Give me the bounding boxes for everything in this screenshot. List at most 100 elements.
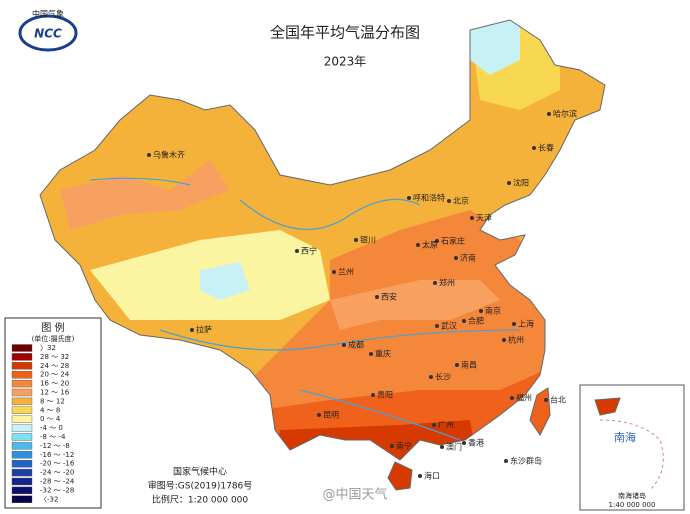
legend-label: 〉32 <box>40 344 56 352</box>
city-dot <box>435 239 439 243</box>
city-label: 上海 <box>518 319 534 329</box>
legend-swatch <box>11 424 33 432</box>
city-label: 长春 <box>538 143 554 153</box>
rivers <box>89 177 521 441</box>
city-dot <box>390 444 394 448</box>
city-dot <box>435 324 439 328</box>
city-dot <box>317 413 321 417</box>
logo-text: 中国气象 <box>32 9 64 19</box>
legend-title: 图 例 <box>41 321 64 334</box>
city-dot <box>455 363 459 367</box>
legend-label: 8 ～ 12 <box>40 397 65 405</box>
city-dot <box>547 112 551 116</box>
city-label: 武汉 <box>441 321 457 331</box>
legend-label: -32 ～ -28 <box>40 486 74 494</box>
taiwan <box>529 387 551 436</box>
city-label: 天津 <box>476 213 492 223</box>
city-label: 沈阳 <box>513 178 529 188</box>
city-label: 乌鲁木齐 <box>153 150 185 160</box>
legend-swatch <box>11 388 33 397</box>
legend-label: 20 ～ 24 <box>40 371 70 379</box>
legend-swatch <box>11 353 33 361</box>
city-dot <box>502 338 506 342</box>
city-label: 太原 <box>422 240 438 250</box>
legend-swatch <box>11 379 33 388</box>
city-label: 澳门 <box>446 442 462 452</box>
legend-label: 12 ～ 16 <box>40 389 70 397</box>
city-label: 郑州 <box>439 278 455 288</box>
legend-swatch <box>11 415 33 423</box>
city-label: 拉萨 <box>196 325 212 335</box>
inset-land <box>594 397 621 416</box>
footer-org: 国家气候中心 <box>173 466 227 478</box>
city-label: 海口 <box>424 471 440 481</box>
legend-swatch <box>11 371 33 379</box>
legend-label: -8 ～ -4 <box>40 433 66 441</box>
city-dot <box>504 459 508 463</box>
city-label: 贵阳 <box>377 390 393 400</box>
city-dot <box>375 295 379 299</box>
city-label: 西宁 <box>301 246 317 256</box>
legend-swatch <box>11 477 33 486</box>
city-label: 昆明 <box>323 411 339 420</box>
legend-swatch <box>11 344 33 352</box>
inset-line <box>599 419 664 491</box>
city-dot <box>470 216 474 220</box>
city-dot <box>295 249 299 253</box>
city-dot <box>371 393 375 397</box>
city-dot <box>369 352 373 356</box>
city-dot <box>190 328 194 332</box>
city-dot <box>447 199 451 203</box>
city-label: 石家庄 <box>441 236 465 246</box>
legend-swatch <box>11 442 33 450</box>
legend-label: -28 ～ -24 <box>40 478 75 486</box>
logo <box>18 14 78 52</box>
inset-title: 南海诸岛 <box>618 491 646 500</box>
city-dot <box>454 256 458 260</box>
inset-scale: 1:40 000 000 <box>609 501 656 509</box>
city-dot <box>479 309 483 313</box>
city-dot <box>418 474 422 478</box>
city-dot <box>462 319 466 323</box>
city-dot <box>147 153 151 157</box>
legend-label: 0 ～ 4 <box>40 415 61 423</box>
legend-label: -24 ～ -20 <box>40 469 74 477</box>
footer-approval: 审图号:GS(2019)1786号 <box>148 480 253 492</box>
legend-swatch <box>11 460 33 468</box>
city-label: 兰州 <box>338 267 354 277</box>
city-label: 台北 <box>550 395 566 405</box>
legend-swatch <box>11 451 33 459</box>
city-dot <box>354 238 358 242</box>
city-dot <box>429 375 433 379</box>
city-dot <box>407 196 411 200</box>
legend-label: 〈-32 <box>40 495 58 503</box>
city-label: 福州 <box>516 394 532 403</box>
city-label: 西安 <box>381 292 397 302</box>
city-label: 济南 <box>460 253 476 263</box>
city-label: 重庆 <box>375 349 391 359</box>
legend-label: -20 ～ -16 <box>40 460 75 468</box>
city-dot <box>532 146 536 150</box>
legend-swatch <box>11 406 33 414</box>
subtitle: 2023年 <box>324 55 367 69</box>
city-dot <box>416 243 420 247</box>
city-dot <box>462 441 466 445</box>
legend-swatch <box>11 362 33 370</box>
city-dot <box>433 281 437 285</box>
city-dot <box>507 181 511 185</box>
legend-label: -12 ～ -8 <box>40 442 70 450</box>
legend-label: 24 ～ 28 <box>40 362 69 370</box>
legend-label: -4 ～ 0 <box>40 424 63 432</box>
city-label: 东沙群岛 <box>510 456 542 466</box>
city-label: 南京 <box>485 306 501 316</box>
legend-swatch <box>11 397 33 406</box>
logo-sub: NCC <box>34 27 62 41</box>
city-label: 哈尔滨 <box>553 109 577 119</box>
title: 全国年平均气温分布图 <box>270 24 420 42</box>
legend-label: 28 ～ 32 <box>40 353 69 361</box>
legend-swatch <box>11 486 33 495</box>
legend-label: -16 ～ -12 <box>40 451 74 459</box>
legend-swatch <box>11 468 33 477</box>
city-label: 长沙 <box>435 372 451 382</box>
